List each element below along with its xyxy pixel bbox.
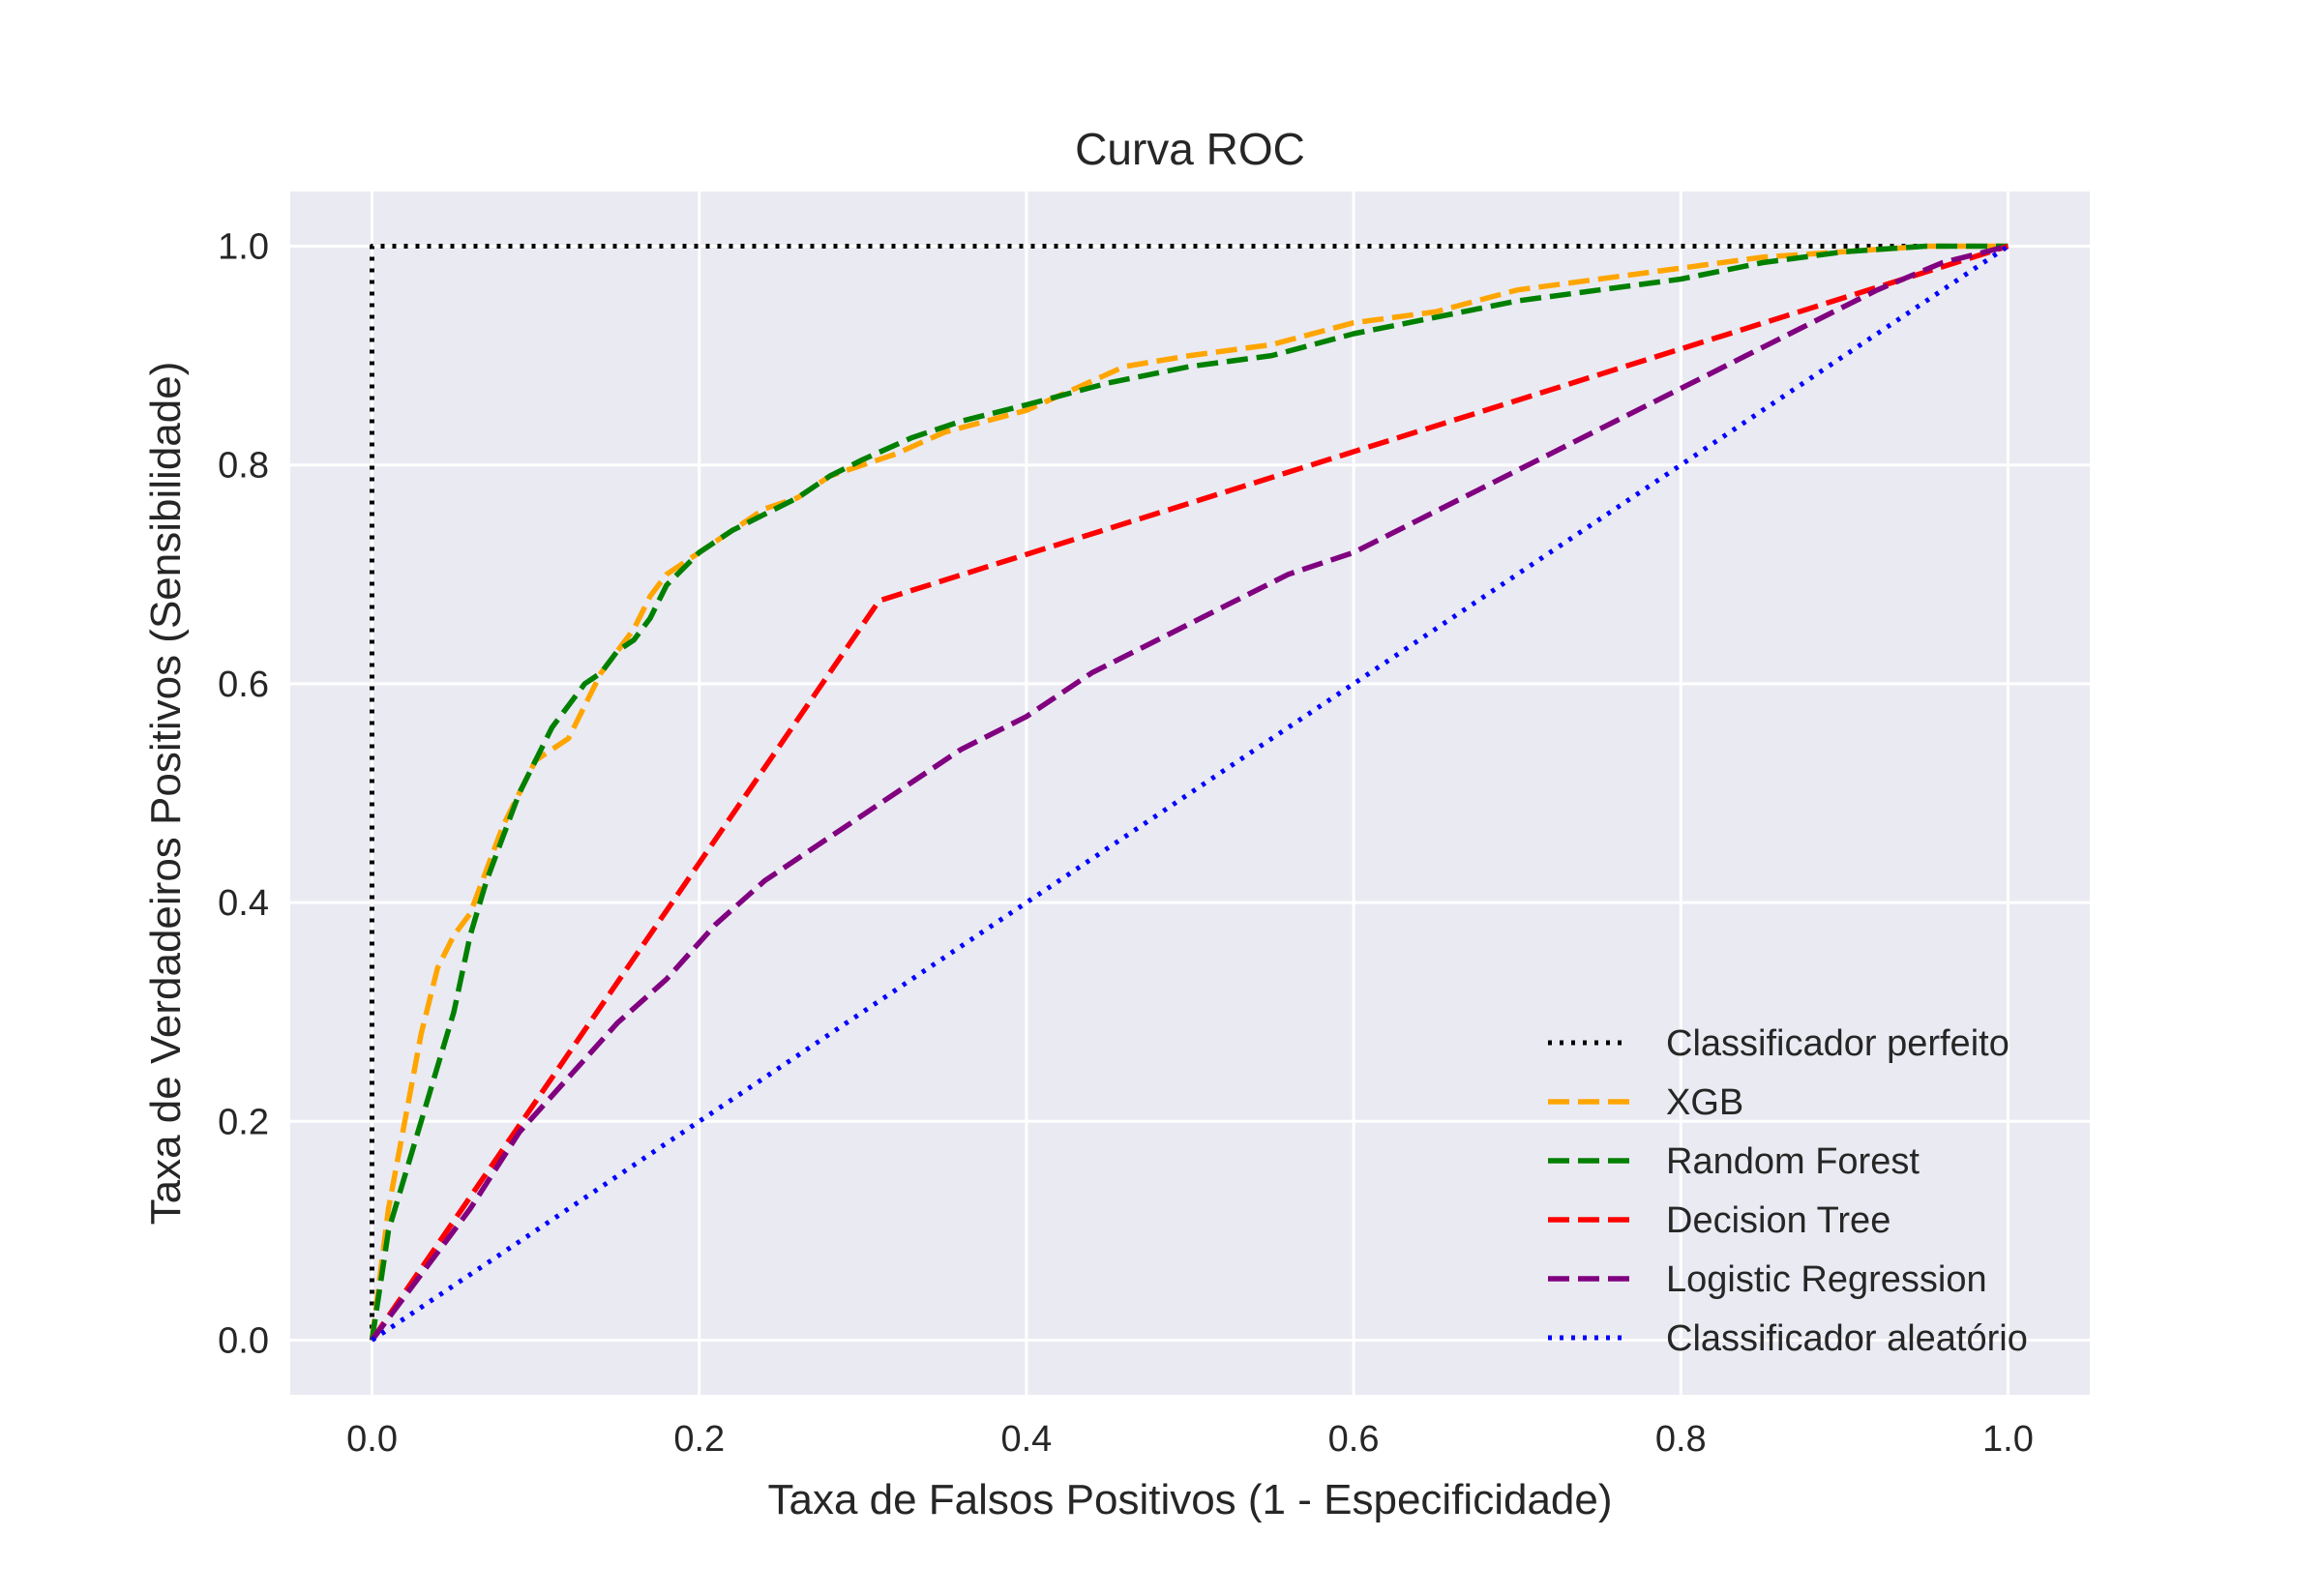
y-tick-label: 0.4 bbox=[218, 883, 269, 924]
x-tick-label: 0.6 bbox=[1328, 1419, 1380, 1460]
legend-label: Decision Tree bbox=[1666, 1200, 1890, 1241]
y-tick-label: 0.8 bbox=[218, 446, 269, 487]
series-line-classificador-perfeito bbox=[370, 244, 2009, 1341]
y-tick-label: 0.0 bbox=[218, 1320, 269, 1361]
series-line-decision-tree bbox=[370, 243, 2009, 1343]
legend-label: Classificador perfeito bbox=[1666, 1023, 2009, 1064]
x-axis-label: Taxa de Falsos Positivos (1 - Especifici… bbox=[767, 1476, 1612, 1523]
x-tick-label: 0.2 bbox=[673, 1419, 725, 1460]
x-tick-label: 0.8 bbox=[1655, 1419, 1707, 1460]
series-line-logistic-regression bbox=[370, 243, 2009, 1343]
y-tick-label: 1.0 bbox=[218, 227, 269, 268]
series-line-classificador-aleat-rio bbox=[371, 244, 2009, 1343]
y-axis-label: Taxa de Verdadeiros Positivos (Sensibili… bbox=[142, 362, 190, 1226]
plot-area bbox=[290, 192, 2090, 1395]
legend-label: XGB bbox=[1666, 1082, 1743, 1123]
x-tick-label: 1.0 bbox=[1982, 1419, 2034, 1460]
y-tick-label: 0.6 bbox=[218, 665, 269, 705]
grid-lines bbox=[290, 192, 2090, 1395]
y-tick-labels: 0.0 0.2 0.4 0.6 0.8 1.0 bbox=[218, 227, 269, 1362]
x-tick-labels: 0.0 0.2 0.4 0.6 0.8 1.0 bbox=[346, 1419, 2034, 1460]
legend: Classificador perfeito XGB Random Forest De… bbox=[1548, 1023, 2028, 1359]
legend-label: Classificador aleatório bbox=[1666, 1318, 2028, 1359]
y-tick-label: 0.2 bbox=[218, 1102, 269, 1142]
x-tick-label: 0.0 bbox=[346, 1419, 398, 1460]
series-lines bbox=[369, 243, 2009, 1343]
chart-title: Curva ROC bbox=[1075, 124, 1305, 174]
legend-label: Random Forest bbox=[1666, 1141, 1920, 1182]
series-line-random-forest bbox=[369, 243, 2009, 1341]
x-tick-label: 0.4 bbox=[1000, 1419, 1052, 1460]
legend-label: Logistic Regression bbox=[1666, 1259, 1987, 1300]
